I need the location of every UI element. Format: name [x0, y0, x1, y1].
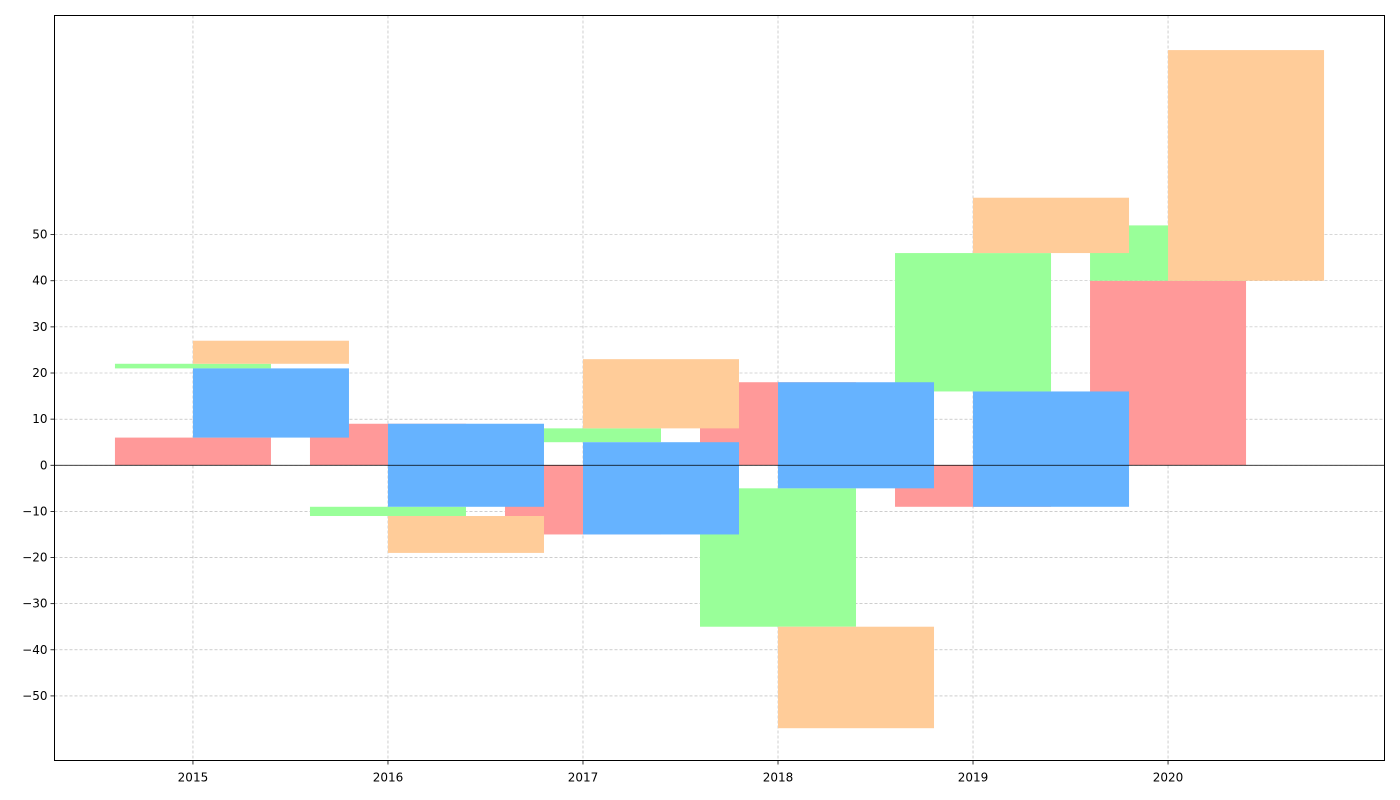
- bar-series-4: [778, 626, 935, 729]
- y-axis-ticks: −50 −40 −30 −20 −10 0 10 20 30 40 50: [22, 228, 55, 703]
- bar-series-3: [778, 382, 935, 489]
- bar-series-2: [309, 506, 466, 517]
- x-tick-label: 2020: [1153, 771, 1184, 785]
- bars: [114, 50, 1325, 729]
- y-tick-label: 50: [32, 228, 47, 242]
- y-tick-label: 20: [32, 366, 47, 380]
- bar-series-4: [973, 197, 1130, 254]
- y-tick-label: 30: [32, 320, 47, 334]
- plot-frame: [54, 15, 1385, 761]
- y-tick-label: 10: [32, 412, 47, 426]
- x-tick-label: 2018: [763, 771, 794, 785]
- bar-series-1: [114, 437, 271, 466]
- bar-series-4: [1168, 50, 1325, 281]
- bar-series-2: [114, 363, 271, 369]
- x-tick-label: 2019: [958, 771, 989, 785]
- bar-series-4: [192, 340, 349, 364]
- y-tick-label: −50: [22, 689, 47, 703]
- x-axis-ticks: 2015 2016 2017 2018 2019 2020: [178, 760, 1184, 785]
- y-tick-label: −40: [22, 643, 47, 657]
- x-tick-label: 2015: [178, 771, 209, 785]
- bar-series-4: [387, 516, 544, 553]
- bar-series-3: [973, 391, 1130, 507]
- bar-series-2: [895, 253, 1052, 392]
- x-tick-label: 2017: [568, 771, 599, 785]
- x-tick-label: 2016: [373, 771, 404, 785]
- y-tick-label: −20: [22, 551, 47, 565]
- y-tick-label: −10: [22, 504, 47, 518]
- bar-series-3: [192, 368, 349, 438]
- y-tick-label: −30: [22, 597, 47, 611]
- y-tick-label: 40: [32, 274, 47, 288]
- y-tick-label: 0: [40, 458, 48, 472]
- bar-series-4: [582, 359, 740, 429]
- bar-series-3: [582, 442, 740, 535]
